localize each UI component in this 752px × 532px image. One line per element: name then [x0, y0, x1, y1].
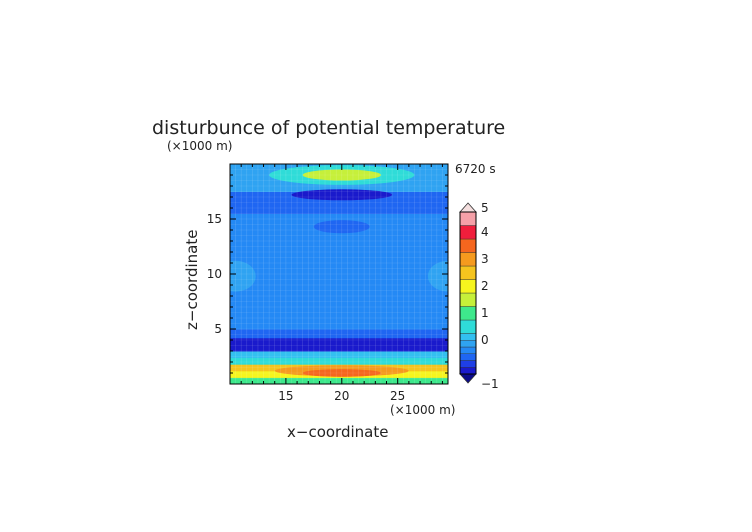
colorbar-segment: [459, 340, 477, 348]
colorbar-tick-label: 2: [481, 279, 489, 293]
field-feature: [230, 260, 256, 292]
field-feature: [427, 260, 448, 292]
colorbar-segment: [459, 211, 477, 226]
field-feature: [313, 220, 370, 234]
colorbar-segment: [459, 319, 477, 334]
colorbar-segment: [459, 225, 477, 240]
y-axis: 5 10 15: [207, 174, 448, 374]
colorbar-tick-label: 3: [481, 252, 489, 266]
x-axis-label: x−coordinate: [287, 423, 388, 441]
colorbar-segment: [459, 292, 477, 307]
chart-title: disturbunce of potential temperature: [152, 117, 505, 139]
colorbar-tick-label: 4: [481, 225, 489, 239]
field-band: [230, 329, 448, 339]
x-unit-label: (×1000 m): [390, 403, 455, 417]
y-tick-label: 5: [214, 322, 222, 336]
y-tick-label: 10: [207, 267, 222, 281]
colorbar-extend-max: [459, 202, 477, 213]
field-band: [230, 377, 448, 384]
colorbar-segment: [459, 367, 477, 375]
x-tick-label: 20: [334, 389, 349, 403]
field-band: [230, 351, 448, 359]
colorbar-segment: [459, 238, 477, 253]
colorbar-tick-label: 5: [481, 201, 489, 215]
colorbar-segment: [459, 333, 477, 341]
colorbar-extend-min: [459, 373, 477, 384]
field-feature: [291, 189, 393, 201]
y-axis-label: z−coordinate: [183, 230, 201, 330]
field-feature: [291, 246, 393, 280]
colorbar-tick-label: 0: [481, 333, 489, 347]
x-axis: 15 20 25: [240, 164, 443, 403]
field-band: [230, 191, 448, 214]
colorbar-segment: [459, 265, 477, 280]
field-feature: [302, 369, 381, 377]
field-band: [230, 357, 448, 365]
colorbar-segment: [459, 252, 477, 267]
colorbar-tick-label: −1: [481, 377, 499, 391]
plot-grid: [230, 164, 448, 384]
colorbar: −1 0 1 2 3 4 5: [459, 201, 499, 391]
colorbar-segment: [459, 279, 477, 294]
colorbar-segment: [459, 360, 477, 368]
x-tick-label: 25: [390, 389, 405, 403]
colorbar-segment: [459, 306, 477, 321]
y-tick-label: 15: [207, 212, 222, 226]
y-unit-label: (×1000 m): [167, 139, 232, 153]
colorbar-frame: [459, 211, 477, 375]
field-band: [230, 301, 448, 330]
colorbar-tick-label: 1: [481, 306, 489, 320]
x-tick-label: 15: [278, 389, 293, 403]
colorbar-segment: [459, 353, 477, 361]
colorbar-segment: [459, 346, 477, 354]
field-band: [230, 337, 448, 352]
field-feature: [302, 169, 381, 181]
plot-area: [230, 164, 448, 384]
time-label: 6720 s: [455, 162, 496, 176]
